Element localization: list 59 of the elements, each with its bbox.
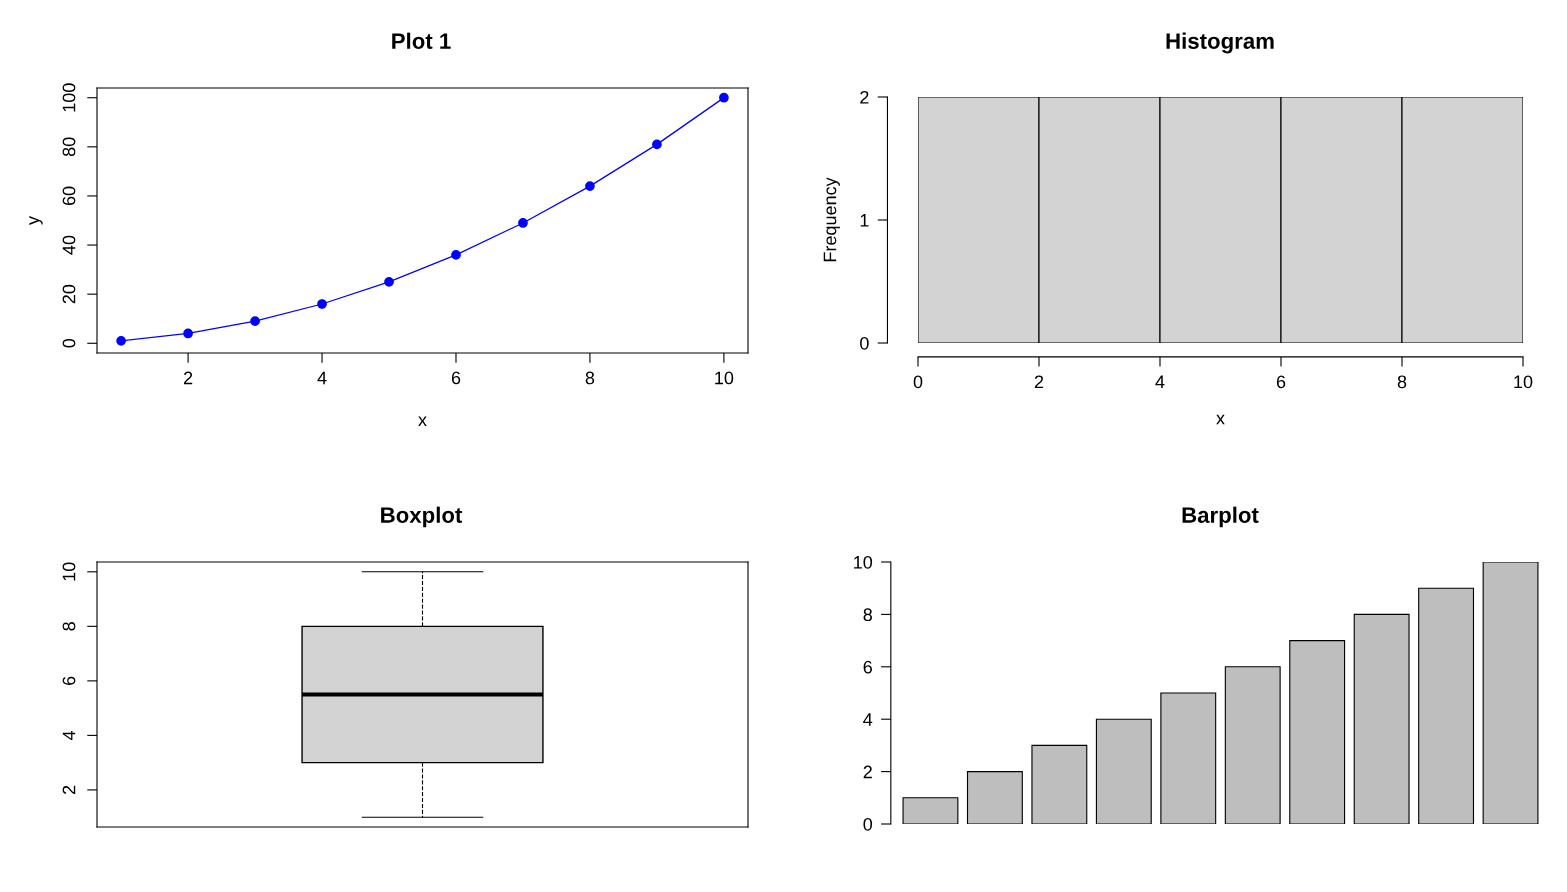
- bar: [1160, 692, 1217, 824]
- point: [652, 139, 662, 150]
- point: [719, 92, 729, 103]
- chart-title: Plot 1: [392, 32, 451, 49]
- bar: [1353, 613, 1410, 824]
- y-tick-label: 20: [62, 284, 76, 304]
- y-tick-label: 0: [860, 336, 869, 350]
- point: [183, 328, 193, 339]
- bar: [1224, 666, 1281, 824]
- y-tick-label: 4: [863, 713, 873, 726]
- y-tick-label: 6: [863, 660, 872, 674]
- y-tick-label: 8: [863, 608, 872, 622]
- y-tick-label: 8: [62, 622, 76, 631]
- x-axis-title: x: [418, 416, 427, 426]
- y-tick-label: 0: [62, 338, 76, 348]
- bar: [966, 771, 1023, 824]
- y-tick-label: 40: [62, 235, 76, 255]
- x-tick-label: 6: [1276, 375, 1286, 389]
- bar: [1289, 640, 1346, 824]
- y-tick-label: 60: [62, 186, 76, 206]
- bar: [1418, 587, 1475, 824]
- x-tick-label: 2: [1034, 375, 1044, 389]
- x-axis-title: x: [1216, 414, 1225, 425]
- y-tick-label: 10: [62, 562, 76, 581]
- point: [518, 218, 528, 228]
- y-tick-label: 100: [62, 83, 76, 112]
- x-tick-label: 6: [451, 371, 461, 385]
- x-tick-label: 10: [715, 371, 734, 385]
- y-axis-title: Frequency: [823, 177, 840, 262]
- y-tick-label: 6: [62, 676, 76, 685]
- x-tick-label: 8: [585, 371, 595, 385]
- chart-title: Boxplot: [381, 506, 463, 528]
- point: [116, 335, 126, 346]
- point: [384, 277, 394, 287]
- y-axis-title: y: [29, 216, 43, 225]
- y-tick-label: 0: [863, 817, 873, 831]
- y-tick-label: 2: [860, 90, 869, 104]
- y-tick-label: 2: [62, 785, 76, 795]
- chart-title: Barplot: [1182, 506, 1259, 528]
- x-tick-label: 4: [1155, 375, 1165, 389]
- bar: [1031, 744, 1088, 824]
- x-tick-label: 10: [1514, 375, 1533, 389]
- x-tick-label: 0: [913, 375, 923, 389]
- bar: [1095, 718, 1152, 824]
- y-tick-label: 1: [860, 214, 869, 227]
- y-tick-label: 10: [854, 555, 873, 569]
- bar: [1482, 562, 1539, 824]
- y-tick-label: 2: [863, 765, 872, 779]
- point: [451, 250, 461, 260]
- x-tick-label: 2: [183, 371, 193, 385]
- bar: [902, 797, 959, 824]
- point: [585, 181, 595, 191]
- x-tick-label: 4: [317, 371, 327, 385]
- y-tick-label: 80: [62, 137, 76, 157]
- point: [317, 299, 327, 309]
- y-tick-label: 4: [62, 730, 76, 740]
- point: [250, 316, 260, 327]
- x-tick-label: 8: [1397, 375, 1407, 389]
- chart-title: Histogram: [1166, 32, 1274, 54]
